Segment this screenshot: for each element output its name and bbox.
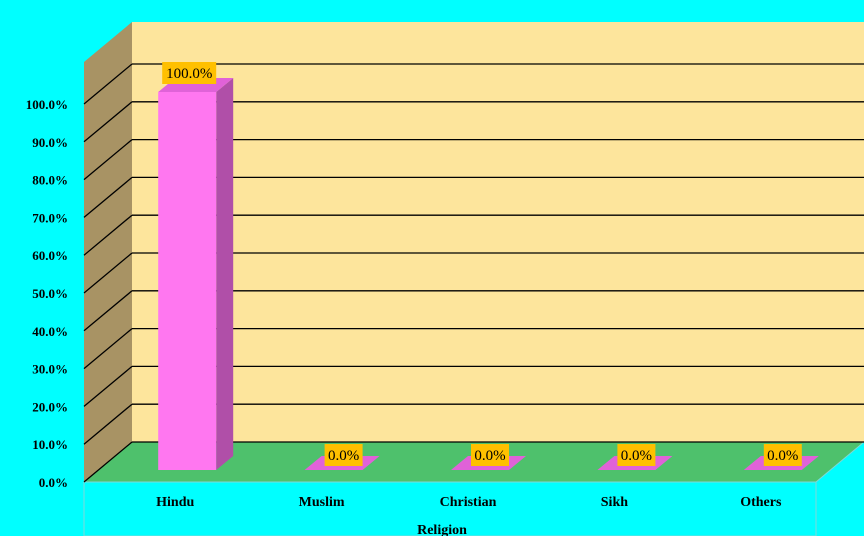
- y-tick-label: 60.0%: [32, 248, 68, 263]
- gridline-side: [83, 252, 133, 294]
- x-tick-label: Hindu: [156, 495, 194, 510]
- y-tick-label: 20.0%: [32, 399, 68, 414]
- data-label: 0.0%: [328, 448, 359, 464]
- y-tick-label: 50.0%: [32, 286, 68, 301]
- y-tick-label: 0.0%: [39, 475, 68, 490]
- gridline-side: [83, 365, 133, 407]
- chart-front-strip: [83, 481, 817, 536]
- data-label: 100.0%: [166, 66, 212, 82]
- bar-side: [216, 78, 234, 470]
- data-label-box: [617, 444, 656, 466]
- chart-floor-edge: [815, 441, 864, 483]
- gridline-side: [83, 214, 133, 256]
- gridline-side: [83, 176, 133, 218]
- gridline-side: [83, 403, 133, 445]
- x-axis-title: Religion: [417, 523, 467, 536]
- data-label-box: [324, 444, 363, 466]
- y-tick-label: 80.0%: [32, 173, 68, 188]
- y-tick-label: 40.0%: [32, 324, 68, 339]
- gridline-side: [83, 290, 133, 332]
- y-tick-label: 30.0%: [32, 362, 68, 377]
- x-tick-label: Others: [740, 495, 782, 510]
- chart-back-wall: [132, 22, 864, 442]
- y-tick-label: 10.0%: [32, 437, 68, 452]
- data-label-box: [162, 62, 217, 84]
- x-tick-label: Christian: [440, 495, 497, 510]
- y-tick-label: 90.0%: [32, 135, 68, 150]
- x-tick-label: Muslim: [299, 495, 345, 510]
- bar: [158, 92, 217, 470]
- y-tick-label: 100.0%: [26, 97, 68, 112]
- gridline-side: [83, 139, 133, 181]
- gridline-side: [83, 101, 133, 143]
- data-label-box: [763, 444, 802, 466]
- chart-side-wall: [84, 22, 132, 482]
- x-tick-label: Sikh: [601, 495, 628, 510]
- data-label: 0.0%: [474, 448, 505, 464]
- gridline-side: [83, 63, 133, 105]
- data-label: 0.0%: [767, 448, 798, 464]
- gridline-side: [83, 441, 133, 483]
- gridline-side: [83, 328, 133, 370]
- data-label-box: [471, 444, 509, 466]
- y-tick-label: 70.0%: [32, 210, 68, 225]
- data-label: 0.0%: [621, 448, 652, 464]
